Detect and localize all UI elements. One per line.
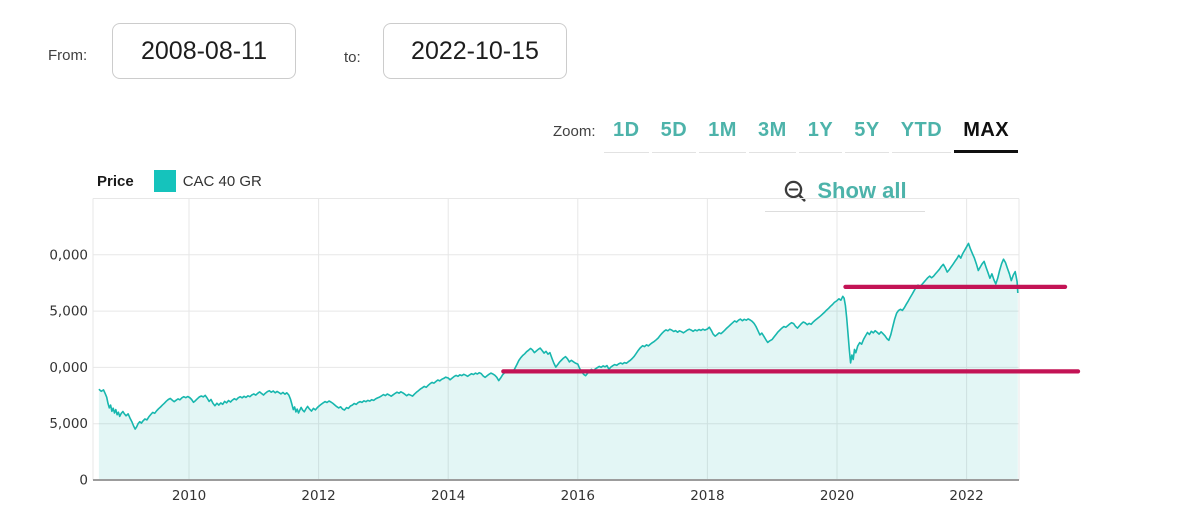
y-axis-label: 0,000 [49, 247, 88, 263]
x-axis-label: 2016 [561, 488, 595, 504]
y-axis-label: 0 [79, 473, 88, 489]
zoom-button-ytd[interactable]: YTD [891, 120, 952, 153]
y-axis-label: 5,000 [49, 416, 88, 432]
series-area-fill [98, 243, 1018, 480]
to-label: to: [344, 49, 361, 66]
zoom-range-selector: 1D 5D 1M 3M 1Y 5Y YTD MAX [604, 120, 1019, 153]
from-label: From: [48, 47, 88, 64]
zoom-button-5d[interactable]: 5D [651, 120, 697, 153]
x-axis-label: 2014 [431, 488, 465, 504]
series-swatch-icon [153, 170, 176, 192]
zoom-button-1d[interactable]: 1D [604, 120, 649, 153]
zoom-button-5y[interactable]: 5Y [845, 120, 889, 153]
y-axis-label: 5,000 [49, 304, 88, 320]
x-axis-label: 2018 [690, 488, 724, 504]
zoom-button-max[interactable]: MAX [954, 120, 1019, 153]
zoom-button-1y[interactable]: 1Y [798, 120, 843, 153]
y-axis-label: 0,000 [49, 360, 88, 376]
x-axis-label: 2012 [301, 488, 335, 504]
from-date-input[interactable] [112, 23, 296, 79]
to-date-input[interactable] [383, 23, 567, 79]
zoom-button-1m[interactable]: 1M [699, 120, 746, 153]
chart-legend: Price CAC 40 GR [97, 170, 262, 192]
zoom-label: Zoom: [553, 123, 596, 140]
x-axis-label: 2010 [172, 488, 206, 504]
x-axis-label: 2020 [820, 488, 854, 504]
zoom-button-3m[interactable]: 3M [748, 120, 796, 153]
legend-title: Price [97, 172, 134, 190]
series-line-cac40gr [98, 242, 1019, 430]
x-axis-label: 2022 [949, 488, 983, 504]
legend-item-cac40gr[interactable]: CAC 40 GR [153, 170, 262, 192]
series-name: CAC 40 GR [182, 172, 262, 190]
